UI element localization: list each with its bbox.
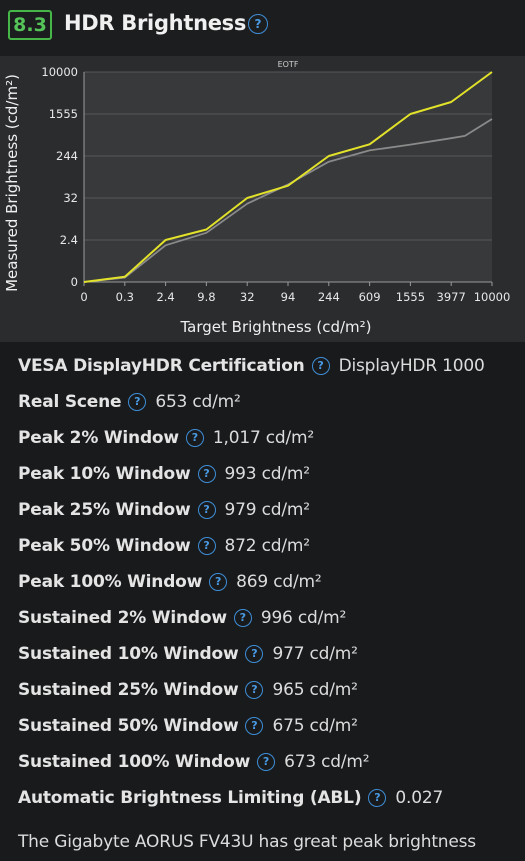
question-circle-icon[interactable]: ?: [197, 501, 216, 519]
spec-label: Sustained 25% Window: [18, 680, 239, 700]
spec-label: Automatic Brightness Limiting (ABL): [18, 788, 362, 808]
spec-value: 996 cd/m²: [260, 608, 347, 628]
x-tick-label: 0.3: [116, 290, 134, 304]
spec-label: VESA DisplayHDR Certification: [18, 356, 305, 376]
spec-label: Peak 10% Window: [18, 464, 191, 484]
question-circle-icon[interactable]: ?: [248, 14, 268, 34]
x-tick-label: 1555: [396, 290, 425, 304]
spec-value: 653 cd/m²: [155, 392, 241, 412]
question-circle-icon[interactable]: ?: [257, 753, 276, 771]
spec-value: 965 cd/m²: [272, 680, 358, 700]
spec-value: 872 cd/m²: [224, 536, 310, 556]
spec-value: 1,017 cd/m²: [212, 428, 315, 448]
spec-label: Peak 2% Window: [18, 428, 179, 448]
x-tick-label: 32: [240, 290, 255, 304]
y-tick-label: 244: [56, 149, 78, 163]
section-header: 8.3 HDR Brightness ?: [0, 0, 525, 56]
y-tick-label: 32: [63, 191, 78, 205]
x-tick-label: 10000: [474, 290, 511, 304]
question-circle-icon[interactable]: ?: [245, 717, 264, 735]
x-tick-label: 9.8: [197, 290, 215, 304]
y-tick-label: 2.4: [60, 233, 78, 247]
spec-label: Real Scene: [18, 392, 122, 412]
spec-row: Real Scene? 653 cd/m²: [18, 384, 518, 420]
question-circle-icon[interactable]: ?: [368, 789, 387, 807]
spec-row: Peak 50% Window? 872 cd/m²: [18, 528, 518, 564]
question-circle-icon[interactable]: ?: [245, 645, 264, 663]
spec-value: DisplayHDR 1000: [338, 356, 485, 376]
review-text: The Gigabyte AORUS FV43U has great peak …: [18, 832, 476, 852]
eotf-chart: 0 2.4 32 244 1555 10000 0 0.3 2.4 9.8 32 94 244 609 15…: [0, 56, 525, 342]
spec-label: Sustained 50% Window: [18, 716, 239, 736]
spec-label: Sustained 2% Window: [18, 608, 227, 628]
spec-value: 673 cd/m²: [284, 752, 370, 772]
y-tick-label: 1555: [49, 107, 78, 121]
x-axis-label: Target Brightness (cd/m²): [180, 318, 372, 336]
spec-label: Sustained 10% Window: [18, 644, 239, 664]
spec-row: Sustained 2% Window? 996 cd/m²: [18, 600, 518, 636]
y-axis-label: Measured Brightness (cd/m²): [3, 74, 21, 292]
x-tick-label: 0: [80, 290, 87, 304]
question-circle-icon[interactable]: ?: [233, 609, 252, 627]
chart-title: EOTF: [278, 60, 299, 69]
spec-value: 979 cd/m²: [224, 500, 310, 520]
x-tick-label: 2.4: [156, 290, 174, 304]
section-title: HDR Brightness: [64, 11, 247, 35]
spec-label: Sustained 100% Window: [18, 752, 251, 772]
spec-row: Automatic Brightness Limiting (ABL)? 0.02…: [18, 780, 518, 816]
score-badge: 8.3: [8, 10, 52, 40]
target-eotf-line: [83, 71, 493, 283]
question-circle-icon[interactable]: ?: [185, 429, 204, 447]
spec-label: Peak 25% Window: [18, 500, 191, 520]
x-tick-label: 609: [359, 290, 381, 304]
x-tick-label: 244: [318, 290, 340, 304]
spec-row: VESA DisplayHDR Certification? DisplayHDR…: [18, 348, 518, 384]
spec-value: 0.027: [395, 788, 444, 808]
spec-list: VESA DisplayHDR Certification? DisplayHDR…: [18, 348, 518, 816]
question-circle-icon[interactable]: ?: [197, 537, 216, 555]
spec-label: Peak 50% Window: [18, 536, 191, 556]
spec-value: 675 cd/m²: [272, 716, 358, 736]
spec-row: Peak 25% Window? 979 cd/m²: [18, 492, 518, 528]
x-tick-label: 94: [281, 290, 296, 304]
spec-row: Sustained 100% Window? 673 cd/m²: [18, 744, 518, 780]
question-circle-icon[interactable]: ?: [311, 357, 330, 375]
y-tick-label: 10000: [41, 65, 78, 79]
spec-value: 869 cd/m²: [236, 572, 322, 592]
plot-area: [84, 72, 492, 282]
question-circle-icon[interactable]: ?: [197, 465, 216, 483]
y-tick-label: 0: [71, 275, 78, 289]
spec-row: Sustained 50% Window? 675 cd/m²: [18, 708, 518, 744]
spec-row: Peak 10% Window? 993 cd/m²: [18, 456, 518, 492]
question-circle-icon[interactable]: ?: [245, 681, 264, 699]
question-circle-icon[interactable]: ?: [209, 573, 228, 591]
spec-row: Sustained 25% Window? 965 cd/m²: [18, 672, 518, 708]
spec-row: Peak 2% Window? 1,017 cd/m²: [18, 420, 518, 456]
x-tick-label: 3977: [437, 290, 466, 304]
question-circle-icon[interactable]: ?: [128, 393, 147, 411]
spec-value: 977 cd/m²: [272, 644, 358, 664]
measured-eotf-line: [83, 118, 493, 283]
spec-row: Sustained 10% Window? 977 cd/m²: [18, 636, 518, 672]
spec-row: Peak 100% Window? 869 cd/m²: [18, 564, 518, 600]
eotf-chart-svg: 0 2.4 32 244 1555 10000 0 0.3 2.4 9.8 32 94 244 609 15…: [3, 60, 511, 336]
spec-label: Peak 100% Window: [18, 572, 203, 592]
spec-value: 993 cd/m²: [224, 464, 310, 484]
